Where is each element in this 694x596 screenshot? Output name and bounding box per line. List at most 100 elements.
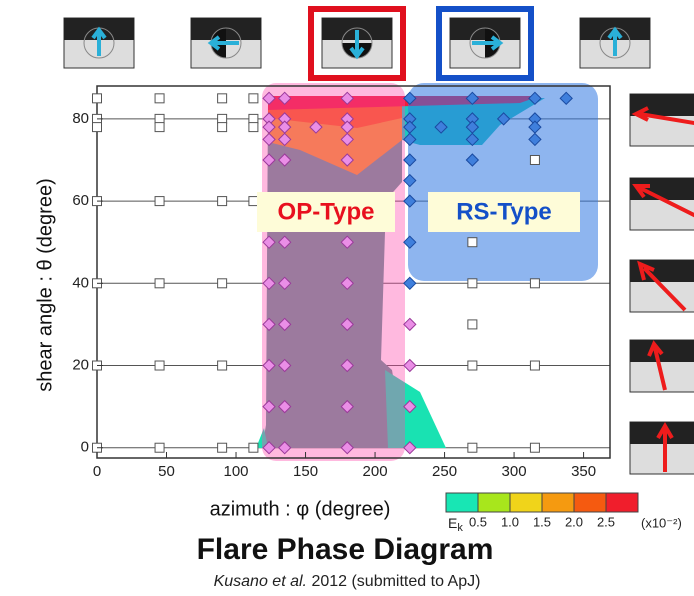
data-point [403, 317, 417, 332]
data-point [340, 441, 354, 455]
colorbar-swatch [510, 493, 543, 512]
data-point [465, 91, 480, 106]
data-point [340, 317, 354, 332]
data-point [340, 91, 354, 106]
colorbar: 0.5 1.0 1.5 2.0 2.5 [445, 492, 639, 529]
colorbar-swatch [446, 493, 479, 512]
colorbar-tick-label: 1.5 [533, 514, 551, 529]
data-point [529, 442, 540, 453]
data-point [217, 93, 228, 104]
x-tick-label: 300 [502, 463, 527, 480]
colorbar-multiplier: (x10⁻²) [641, 515, 682, 530]
data-point [528, 132, 542, 147]
data-point [92, 93, 102, 104]
data-point [559, 91, 573, 106]
x-tick-label: 200 [363, 463, 388, 480]
y-tick-label: 20 [72, 356, 89, 373]
data-point [154, 113, 165, 124]
data-point [467, 278, 478, 289]
data-point [277, 358, 292, 373]
colorbar-tick-label: 1.0 [501, 514, 519, 529]
data-point [403, 441, 417, 455]
data-point [277, 153, 292, 167]
rs-region [408, 83, 598, 281]
data-point [277, 276, 292, 291]
citation-rest: 2012 (submitted to ApJ) [311, 573, 480, 590]
data-point [154, 93, 165, 104]
data-point [217, 122, 228, 133]
citation-author: Kusano et al. [214, 573, 307, 590]
axes: 0 20 40 60 80 0 50 100 150 200 250 300 350 [72, 110, 596, 480]
x-tick-label: 50 [158, 463, 175, 480]
colorbar-label-sub: k [457, 522, 463, 534]
data-point [403, 91, 417, 106]
data-point [434, 120, 448, 134]
data-point [248, 442, 259, 453]
colorbar-tick-label: 0.5 [469, 514, 487, 529]
data-point [154, 442, 165, 453]
data-point [277, 132, 292, 147]
y-tick-label: 40 [72, 274, 89, 291]
annotation: RS-Type [456, 198, 552, 225]
x-tick-label: 250 [432, 463, 457, 480]
data-point [340, 235, 354, 249]
op-label-box [257, 192, 395, 232]
data-point [248, 122, 259, 133]
data-point [217, 196, 228, 207]
data-point [262, 399, 276, 414]
data-point [403, 399, 417, 414]
data-point [248, 196, 259, 207]
data-point [217, 113, 228, 124]
plot-frame [96, 85, 611, 459]
data-point [154, 122, 165, 133]
data-point [403, 235, 417, 249]
contours [256, 96, 545, 448]
data-point [340, 276, 354, 291]
data-point [467, 360, 478, 371]
data-point [277, 91, 292, 106]
data-point [340, 153, 354, 167]
data-point [262, 276, 276, 291]
data-point [496, 112, 511, 126]
y-tick-label: 80 [72, 110, 89, 127]
data-point [277, 235, 292, 249]
data-point [403, 173, 417, 188]
x-tick-label: 0 [93, 463, 101, 480]
data-point [262, 235, 276, 249]
data-point [309, 120, 323, 134]
data-point [467, 442, 478, 453]
data-point [465, 132, 480, 147]
citation: Kusano et al. 2012 (submitted to ApJ) [214, 573, 481, 590]
data-point [277, 441, 292, 455]
data-point [465, 153, 480, 167]
data-point [340, 399, 354, 414]
data-point [403, 358, 417, 373]
data-point [403, 132, 417, 147]
data-point [217, 360, 228, 371]
chart-title: Flare Phase Diagram [197, 533, 494, 566]
rs-label-box [428, 192, 580, 232]
colorbar-swatch [542, 493, 575, 512]
annotation: OP-Type [278, 198, 375, 225]
x-tick-label: 150 [293, 463, 318, 480]
data-point [529, 360, 540, 371]
side-icons [629, 93, 694, 475]
data-point [529, 278, 540, 289]
colorbar-swatch [574, 493, 607, 512]
data-point [262, 153, 276, 167]
data-point [262, 358, 276, 373]
data-point [467, 319, 478, 330]
op-region [262, 83, 405, 461]
x-tick-label: 100 [224, 463, 249, 480]
colorbar-tick-label: 2.0 [565, 514, 583, 529]
data-point [248, 93, 259, 104]
data-point [467, 237, 478, 248]
data-point [403, 276, 417, 291]
top-icons [63, 6, 651, 81]
data-point [262, 317, 276, 332]
y-axis-label: shear angle : θ (degree) [34, 178, 56, 391]
colorbar-tick-label: 2.5 [597, 514, 615, 529]
colorbar-label-main: E [448, 515, 457, 531]
data-point [277, 399, 292, 414]
